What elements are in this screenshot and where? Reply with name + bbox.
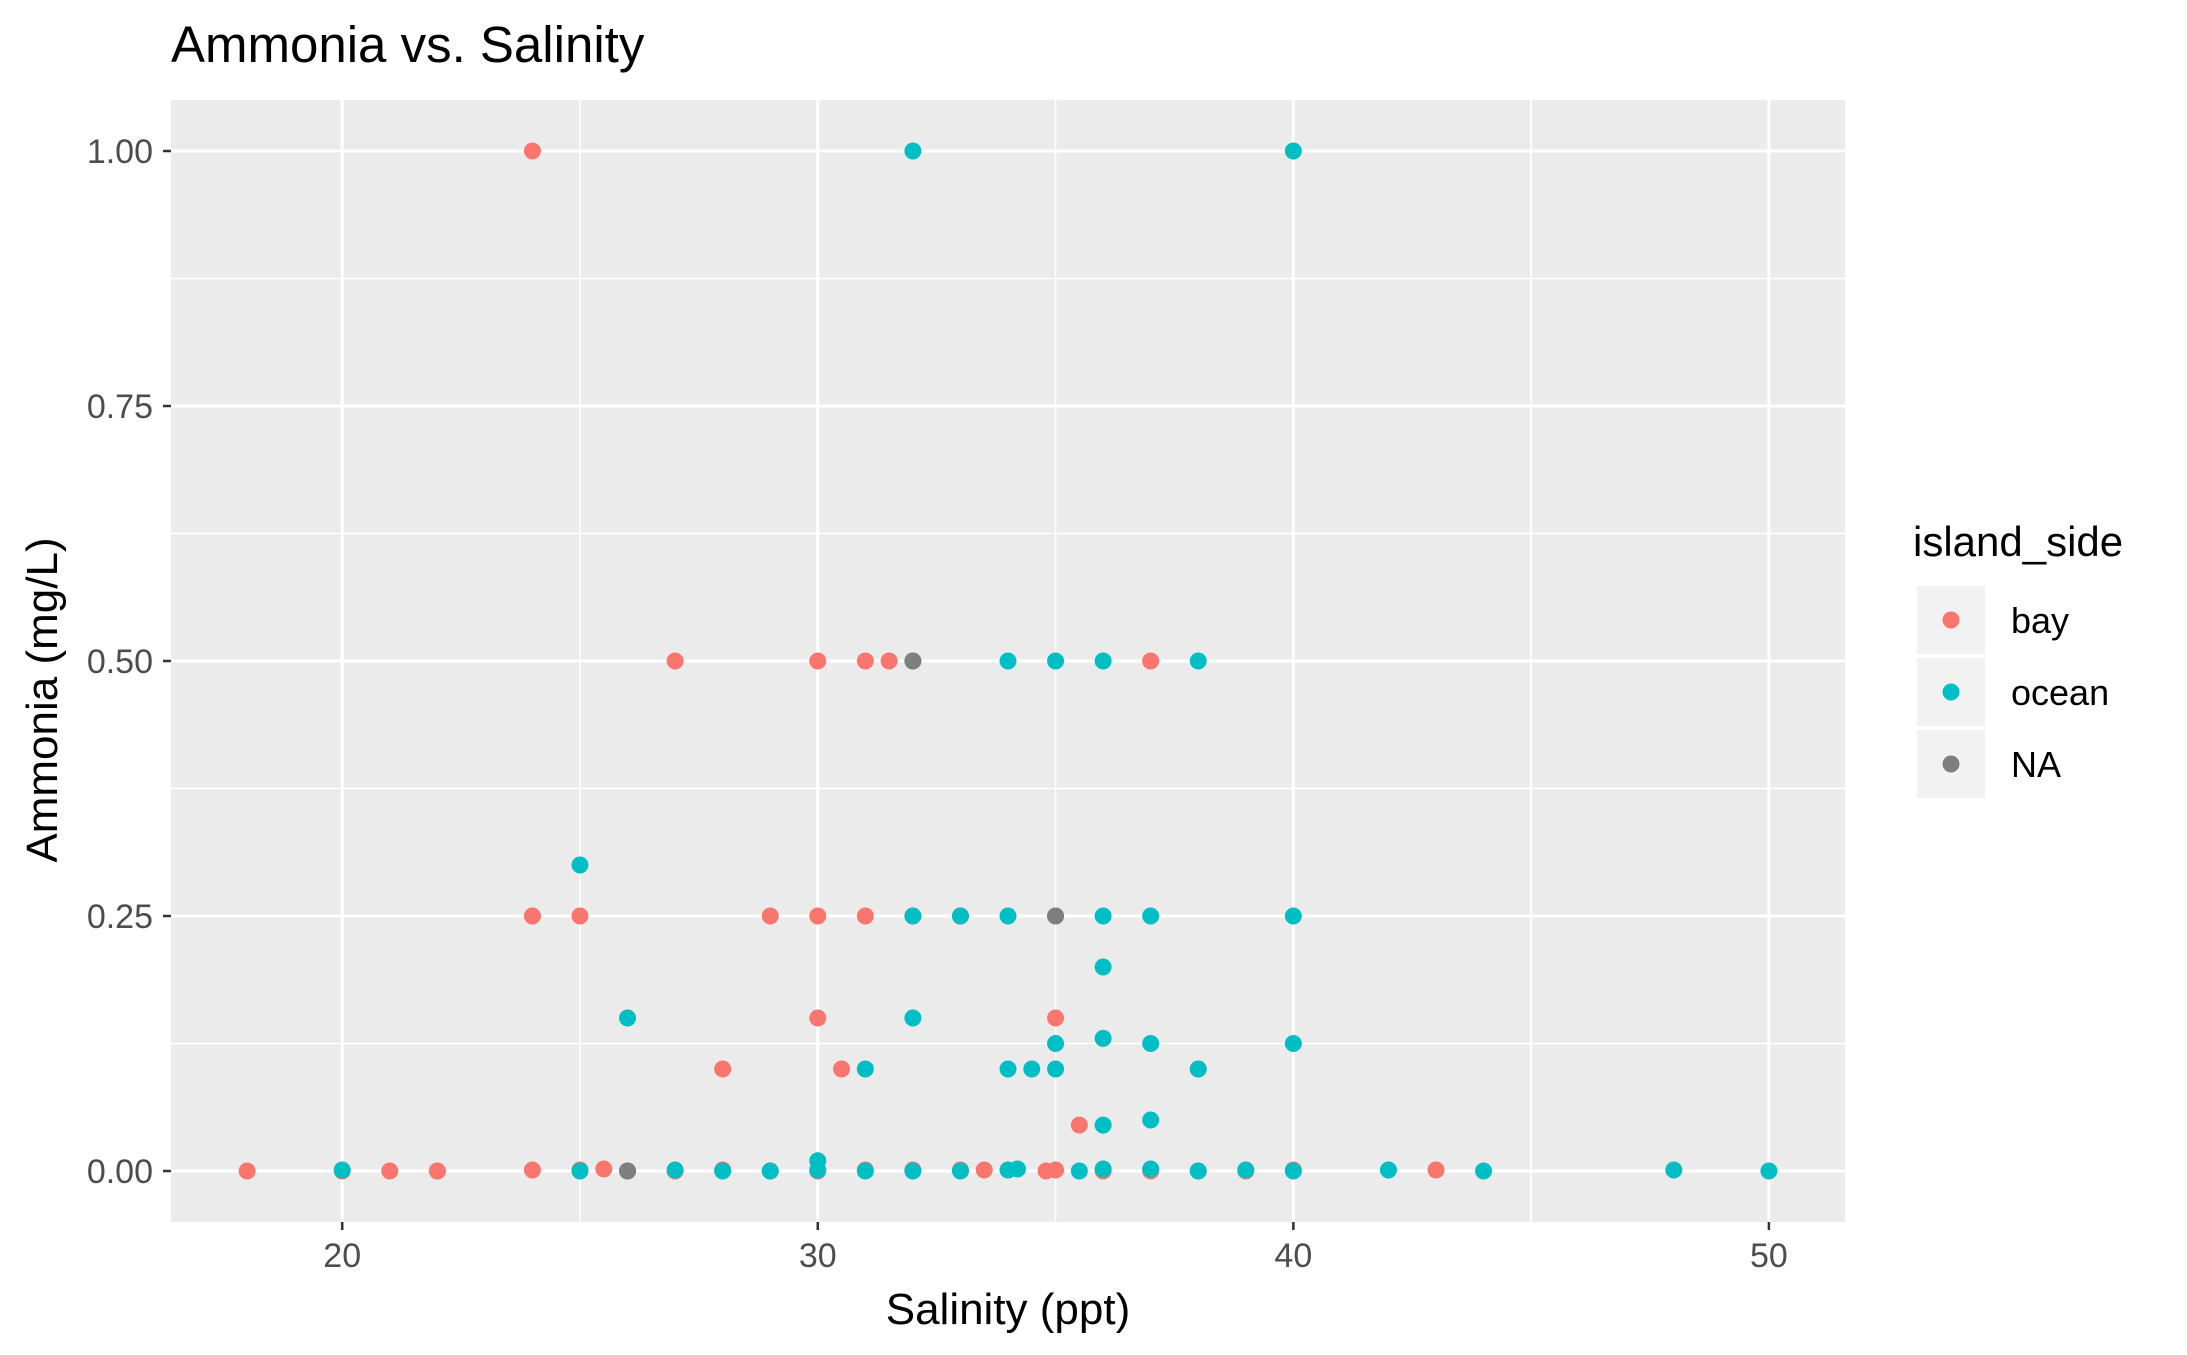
data-point-ocean: [1379, 1161, 1397, 1179]
data-point-ocean: [761, 1162, 779, 1180]
data-point-bay: [238, 1162, 256, 1180]
y-tick-label: 0.50: [87, 643, 153, 681]
data-point-bay: [1047, 1161, 1065, 1179]
data-point-bay: [833, 1060, 851, 1078]
data-point-ocean: [1665, 1161, 1683, 1179]
data-point-ocean: [1189, 652, 1207, 670]
data-point-ocean: [1047, 1060, 1065, 1078]
data-point-ocean: [1284, 1162, 1302, 1180]
data-point-bay: [1070, 1116, 1088, 1134]
legend-label-ocean: ocean: [2011, 672, 2109, 713]
data-point-ocean: [951, 1162, 969, 1180]
data-point-bay: [761, 907, 779, 925]
data-point-ocean: [571, 856, 589, 874]
data-point-ocean: [1094, 958, 1112, 976]
x-tick-label: 50: [1750, 1237, 1788, 1275]
data-point-ocean: [999, 907, 1017, 925]
data-point-ocean: [951, 907, 969, 925]
data-point-bay: [571, 907, 589, 925]
data-point-ocean: [1009, 1160, 1027, 1178]
series-NA: [619, 652, 1065, 1180]
data-point-ocean: [1142, 1035, 1160, 1052]
data-point-ocean: [856, 1162, 874, 1180]
legend-marker-NA: [1942, 755, 1960, 773]
data-point-ocean: [1760, 1162, 1778, 1180]
x-axis-title: Salinity (ppt): [886, 1285, 1131, 1334]
data-point-bay: [595, 1160, 613, 1178]
legend-label-bay: bay: [2011, 600, 2069, 641]
data-point-bay: [523, 1161, 541, 1179]
data-point-ocean: [1047, 652, 1065, 670]
data-point-ocean: [904, 142, 922, 160]
legend-label-NA: NA: [2011, 744, 2061, 785]
data-point-ocean: [333, 1161, 351, 1179]
data-point-ocean: [714, 1162, 732, 1180]
x-tick-label: 40: [1274, 1237, 1312, 1275]
data-point-bay: [666, 652, 684, 670]
data-point-ocean: [809, 1161, 827, 1179]
data-point-bay: [809, 907, 827, 925]
data-point-ocean: [1094, 1160, 1112, 1178]
data-point-bay: [428, 1162, 446, 1180]
data-point-bay: [880, 652, 898, 670]
data-point-ocean: [856, 1060, 874, 1078]
data-point-bay: [856, 652, 874, 670]
data-point-ocean: [999, 1060, 1017, 1078]
y-tick-label: 0.25: [87, 898, 153, 936]
legend: island_side bay ocean NA: [1913, 518, 2123, 798]
data-point-bay: [809, 1009, 827, 1027]
data-point-ocean: [1142, 1160, 1160, 1178]
data-point-ocean: [1189, 1060, 1207, 1078]
data-point-NA: [904, 652, 922, 670]
data-point-ocean: [619, 1009, 637, 1027]
data-point-ocean: [571, 1162, 589, 1180]
data-point-ocean: [1284, 142, 1302, 160]
x-tick-label: 20: [323, 1237, 361, 1275]
data-point-ocean: [1094, 907, 1112, 925]
data-point-ocean: [1142, 907, 1160, 925]
data-point-bay: [381, 1162, 399, 1180]
data-point-ocean: [1047, 1035, 1065, 1052]
data-point-ocean: [904, 1162, 922, 1180]
y-tick-label: 0.75: [87, 388, 153, 426]
data-point-ocean: [1094, 1029, 1112, 1047]
data-point-NA: [1047, 907, 1065, 925]
data-point-ocean: [1284, 907, 1302, 925]
data-point-bay: [809, 652, 827, 670]
y-tick-label: 1.00: [87, 133, 153, 171]
data-point-bay: [975, 1161, 993, 1179]
data-point-ocean: [1189, 1162, 1207, 1180]
data-point-bay: [523, 907, 541, 925]
data-point-ocean: [904, 1009, 922, 1027]
plot-area: 20 30 40 50 0.00 0.25 0.50 0.75 1.00: [87, 100, 1845, 1275]
legend-marker-ocean: [1942, 683, 1960, 701]
data-point-ocean: [1094, 652, 1112, 670]
data-point-ocean: [999, 652, 1017, 670]
data-point-bay: [1047, 1009, 1065, 1027]
data-point-bay: [1427, 1161, 1445, 1179]
data-point-ocean: [666, 1161, 684, 1179]
data-point-bay: [714, 1060, 732, 1078]
x-tick-label: 30: [799, 1237, 837, 1275]
data-point-bay: [1142, 652, 1160, 670]
y-tick-label: 0.00: [87, 1153, 153, 1191]
y-axis-title: Ammonia (mg/L): [18, 537, 67, 862]
data-point-ocean: [904, 907, 922, 925]
data-point-ocean: [1284, 1035, 1302, 1052]
legend-marker-bay: [1942, 611, 1960, 629]
legend-title: island_side: [1913, 518, 2123, 565]
data-point-ocean: [1070, 1162, 1088, 1180]
data-point-ocean: [1094, 1116, 1112, 1134]
series-ocean: [333, 142, 1778, 1180]
data-point-bay: [856, 907, 874, 925]
chart-title: Ammonia vs. Salinity: [171, 16, 645, 73]
data-point-NA: [619, 1162, 637, 1180]
data-point-ocean: [1142, 1111, 1160, 1129]
data-point-ocean: [1475, 1162, 1493, 1180]
data-point-ocean: [1237, 1161, 1255, 1179]
data-point-bay: [523, 142, 541, 160]
data-point-ocean: [1023, 1060, 1041, 1078]
